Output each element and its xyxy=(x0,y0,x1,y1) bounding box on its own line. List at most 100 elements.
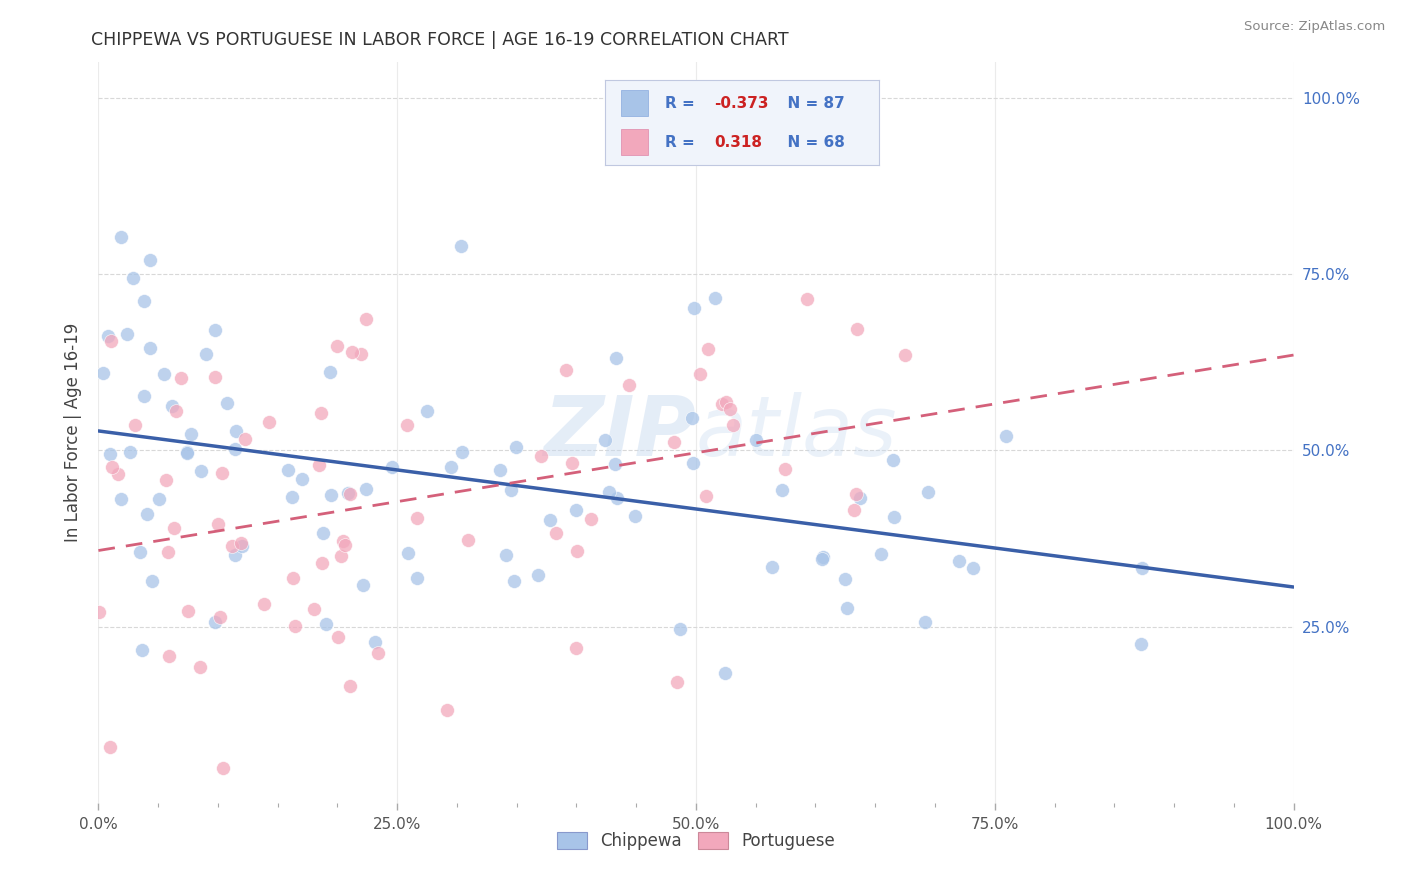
Point xyxy=(845,487,868,501)
Point xyxy=(315,616,337,631)
Point xyxy=(156,545,179,559)
Legend: Chippewa, Portuguese: Chippewa, Portuguese xyxy=(557,832,835,850)
Point xyxy=(308,458,330,472)
Point xyxy=(1130,560,1153,574)
Point xyxy=(704,291,727,305)
Point xyxy=(229,536,252,550)
Point xyxy=(319,488,342,502)
Point xyxy=(131,642,153,657)
Point xyxy=(436,703,458,717)
Point xyxy=(501,483,523,498)
Point xyxy=(124,417,146,432)
Point xyxy=(495,548,517,562)
Point xyxy=(110,230,132,244)
Point xyxy=(416,403,439,417)
Bar xyxy=(621,129,648,155)
Point xyxy=(333,538,356,552)
Point xyxy=(811,550,834,565)
Point xyxy=(995,429,1018,443)
Point xyxy=(502,574,524,589)
Point xyxy=(695,489,717,503)
Point xyxy=(100,459,122,474)
Bar xyxy=(621,90,648,116)
Point xyxy=(619,378,641,392)
Point xyxy=(212,760,235,774)
Point xyxy=(682,456,704,470)
Point xyxy=(280,491,302,505)
Point xyxy=(253,598,276,612)
Point xyxy=(233,432,256,446)
Point xyxy=(842,503,865,517)
Point xyxy=(598,485,620,500)
Point xyxy=(363,635,385,649)
Text: ZIP: ZIP xyxy=(543,392,696,473)
Point xyxy=(849,491,872,505)
Point xyxy=(204,370,226,384)
Point xyxy=(593,433,616,447)
Point xyxy=(917,485,939,500)
Point xyxy=(770,483,793,498)
Point xyxy=(121,271,143,285)
Point xyxy=(356,312,378,326)
Point xyxy=(134,293,156,308)
Point xyxy=(713,666,735,681)
Point xyxy=(405,511,427,525)
Point xyxy=(350,347,373,361)
Point xyxy=(380,459,402,474)
Point xyxy=(544,525,567,540)
Point xyxy=(332,534,354,549)
Text: -0.373: -0.373 xyxy=(714,95,769,111)
Point xyxy=(136,507,159,521)
Point xyxy=(354,482,377,496)
Point xyxy=(683,301,706,316)
Point xyxy=(579,511,602,525)
Text: R =: R = xyxy=(665,135,706,150)
Point xyxy=(207,517,229,532)
Point xyxy=(330,549,353,563)
Point xyxy=(107,467,129,481)
Point xyxy=(98,739,121,754)
Point xyxy=(883,510,905,524)
Point xyxy=(277,462,299,476)
Point xyxy=(281,571,304,585)
Point xyxy=(526,568,548,582)
Point xyxy=(1130,637,1153,651)
Point xyxy=(170,371,193,385)
Point xyxy=(188,659,211,673)
Point xyxy=(870,547,893,561)
Text: N = 68: N = 68 xyxy=(778,135,845,150)
Point xyxy=(893,348,915,362)
Point xyxy=(396,546,419,560)
Point xyxy=(311,556,333,570)
Point xyxy=(796,293,818,307)
Point xyxy=(689,367,711,381)
Point xyxy=(163,521,186,535)
Point xyxy=(603,457,626,471)
Point xyxy=(148,492,170,507)
Point xyxy=(139,341,162,355)
Point xyxy=(505,440,527,454)
Point xyxy=(666,675,689,690)
Point xyxy=(115,326,138,341)
Point xyxy=(326,630,349,644)
Point xyxy=(215,396,238,410)
Text: atlas: atlas xyxy=(696,392,897,473)
Point xyxy=(711,397,734,411)
Point xyxy=(450,239,472,253)
Point xyxy=(564,641,586,656)
Point xyxy=(291,472,314,486)
Point xyxy=(325,339,347,353)
Point xyxy=(190,464,212,478)
Point xyxy=(662,435,685,450)
Point xyxy=(309,406,332,420)
Point xyxy=(221,540,243,554)
Point xyxy=(97,329,120,343)
Point xyxy=(284,619,307,633)
Point xyxy=(342,345,364,359)
Point xyxy=(669,622,692,636)
Point xyxy=(811,552,834,566)
Point xyxy=(440,460,463,475)
Point xyxy=(319,365,342,379)
Point xyxy=(681,411,703,425)
Point xyxy=(259,415,281,429)
